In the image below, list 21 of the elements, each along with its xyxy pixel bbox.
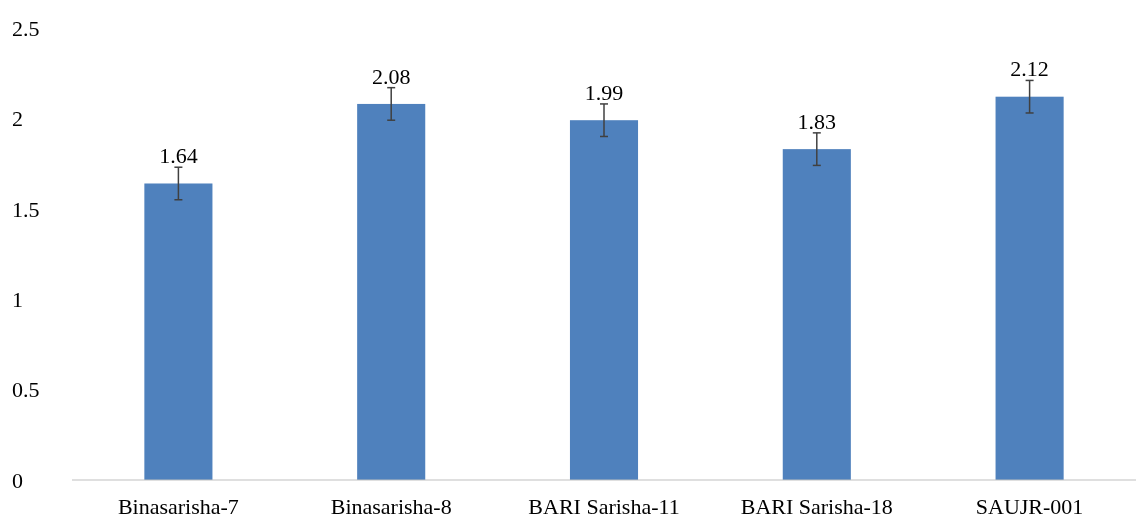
y-tick-label: 0.5	[12, 377, 40, 403]
x-tick-label: BARI Sarisha-18	[740, 494, 893, 519]
y-tick-label: 1.5	[12, 196, 40, 222]
y-tick-label: 1	[12, 286, 23, 312]
x-tick-label: Binasarisha-8	[330, 494, 452, 519]
x-tick-label: Binasarisha-7	[117, 494, 239, 519]
bar	[782, 149, 851, 480]
bar	[144, 183, 213, 480]
x-tick-label: BARI Sarisha-11	[528, 494, 680, 519]
data-label: 1.64	[159, 143, 198, 169]
data-label: 1.99	[584, 79, 624, 105]
data-label: 1.83	[797, 108, 837, 134]
y-tick-label: 0	[12, 467, 23, 493]
y-tick-label: 2.5	[12, 15, 40, 41]
bar	[357, 103, 426, 480]
data-label: 2.12	[1010, 56, 1049, 82]
bar	[569, 120, 639, 480]
x-tick-label: SAUJR-001	[975, 494, 1084, 519]
data-label: 2.08	[371, 63, 411, 89]
y-tick-label: 2	[12, 106, 23, 132]
bar	[995, 96, 1064, 480]
